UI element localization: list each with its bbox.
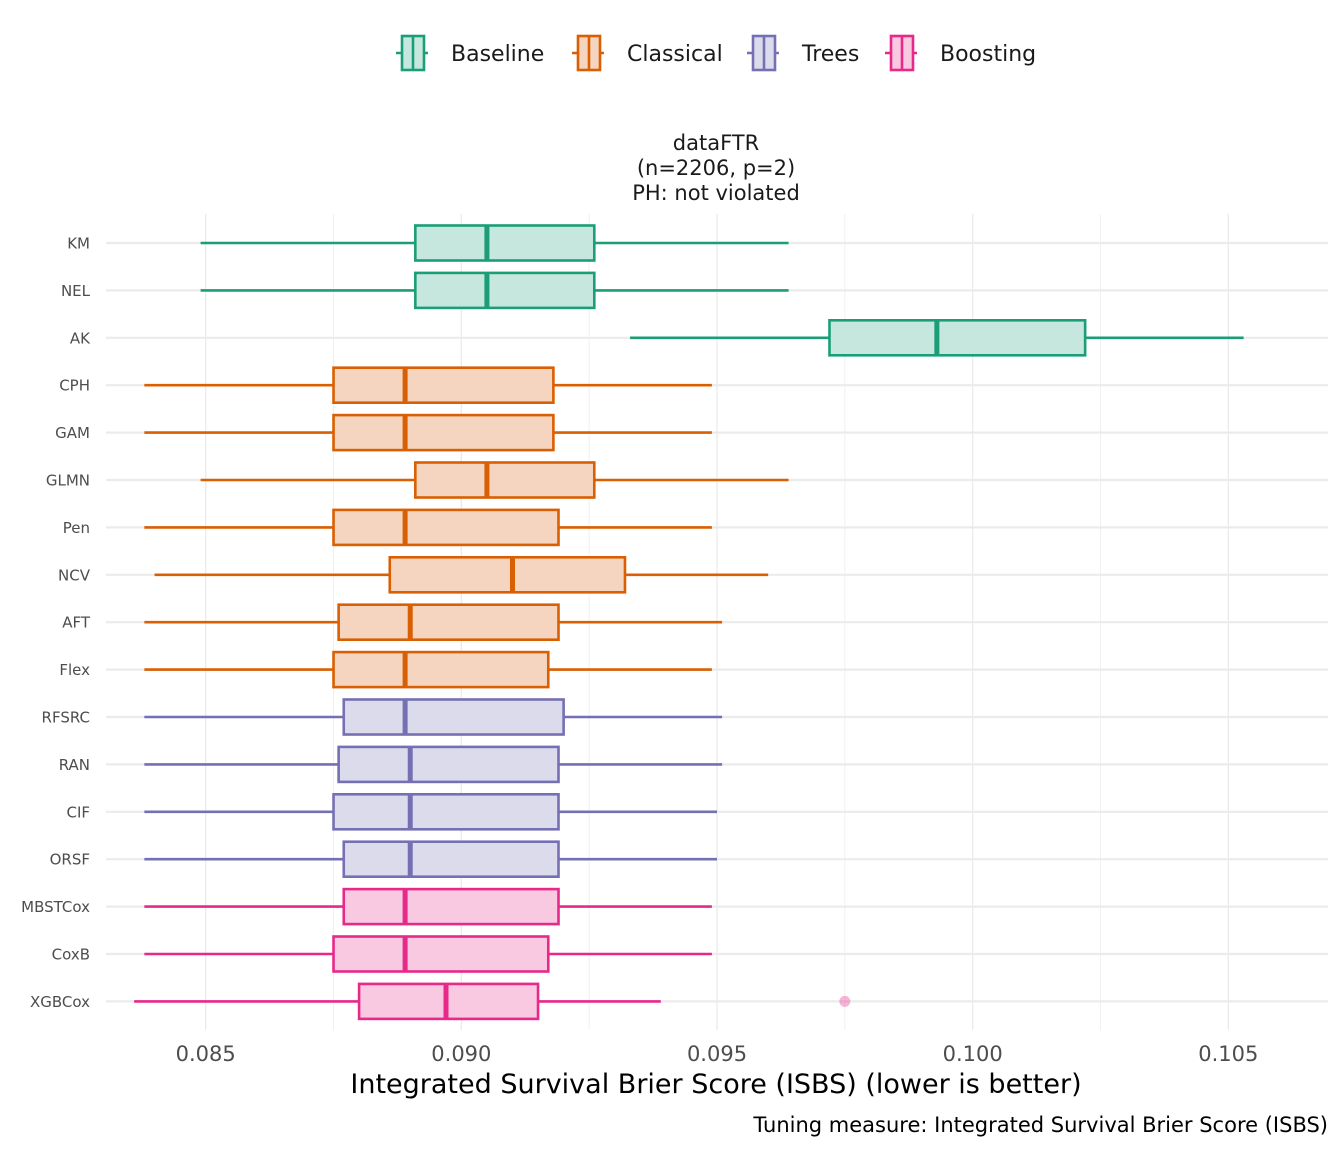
- box-series: [134, 224, 1244, 1021]
- box-ak: [630, 318, 1244, 357]
- box-aft: [144, 603, 723, 642]
- x-axis-labels: 0.085 0.090 0.095 0.100 0.105: [176, 1042, 1259, 1066]
- box-rfsrc: [144, 698, 723, 736]
- box-iqr: [332, 366, 555, 405]
- y-tick-label: NEL: [61, 282, 91, 300]
- y-tick-label: RFSRC: [42, 709, 90, 727]
- box-iqr: [332, 935, 550, 973]
- box-iqr: [414, 271, 596, 310]
- box-iqr: [342, 887, 560, 926]
- caption: Tuning measure: Integrated Survival Brie…: [752, 1113, 1328, 1137]
- box-cif: [144, 792, 717, 831]
- legend-key: [396, 34, 428, 72]
- box-iqr: [332, 413, 555, 452]
- outlier-point: [839, 995, 851, 1007]
- legend-item-boosting: Boosting: [885, 34, 1036, 72]
- legend: Baseline Classical Trees Boosting: [396, 34, 1036, 72]
- box-ran: [144, 745, 723, 784]
- box-iqr: [388, 555, 627, 594]
- box-iqr: [414, 461, 596, 499]
- box-flex: [144, 650, 712, 689]
- box-glmn: [200, 461, 789, 499]
- y-tick-label: CoxB: [52, 946, 90, 964]
- box-iqr: [337, 603, 560, 642]
- legend-label: Boosting: [940, 42, 1036, 67]
- box-iqr: [342, 840, 560, 879]
- y-axis-labels: KM NEL AK CPH GAM GLMN Pen NCV AFT Flex RFSRC RAN CI…: [21, 235, 91, 1011]
- y-tick-label: Pen: [63, 519, 90, 537]
- box-coxb: [144, 935, 712, 973]
- box-nel: [200, 271, 789, 310]
- box-iqr: [332, 508, 560, 547]
- box-iqr: [337, 745, 560, 784]
- x-tick-label: 0.085: [176, 1042, 236, 1066]
- y-tick-label: CIF: [66, 803, 90, 821]
- box-iqr: [332, 792, 560, 831]
- y-tick-label: AFT: [62, 614, 91, 632]
- x-axis-title: Integrated Survival Brier Score (ISBS) (…: [350, 1069, 1081, 1100]
- legend-key: [572, 34, 604, 72]
- y-tick-label: NCV: [58, 566, 91, 584]
- y-tick-label: GAM: [55, 424, 90, 442]
- y-tick-label: CPH: [59, 377, 90, 395]
- legend-item-baseline: Baseline: [396, 34, 544, 72]
- box-gam: [144, 413, 712, 452]
- box-iqr: [828, 318, 1087, 357]
- box-iqr: [342, 698, 565, 736]
- box-iqr: [332, 650, 550, 689]
- y-tick-label: GLMN: [46, 472, 90, 490]
- box-mbstcox: [144, 887, 712, 926]
- facet-title-line-3: PH: not violated: [632, 181, 800, 205]
- facet-title-line-2: (n=2206, p=2): [637, 156, 795, 180]
- y-tick-label: XGBCox: [30, 993, 90, 1011]
- box-ncv: [154, 555, 769, 594]
- legend-key: [747, 34, 779, 72]
- legend-label: Baseline: [451, 42, 544, 67]
- y-tick-label: MBSTCox: [21, 898, 90, 916]
- box-pen: [144, 508, 712, 547]
- x-tick-label: 0.105: [1198, 1042, 1258, 1066]
- box-orsf: [144, 840, 717, 879]
- facet-title-line-1: dataFTR: [673, 131, 759, 155]
- x-tick-label: 0.100: [943, 1042, 1003, 1066]
- box-cph: [144, 366, 712, 405]
- y-tick-label: Flex: [59, 661, 90, 679]
- box-km: [200, 224, 789, 262]
- legend-key: [885, 34, 917, 72]
- x-tick-label: 0.095: [687, 1042, 747, 1066]
- box-iqr: [414, 224, 596, 262]
- y-tick-label: RAN: [59, 756, 90, 774]
- legend-item-trees: Trees: [747, 34, 859, 72]
- legend-item-classical: Classical: [572, 34, 723, 72]
- y-tick-label: ORSF: [50, 851, 90, 869]
- y-tick-label: AK: [70, 329, 91, 347]
- box-iqr: [357, 982, 540, 1021]
- x-tick-label: 0.090: [431, 1042, 491, 1066]
- box-xgbcox: [134, 982, 851, 1021]
- y-tick-label: KM: [67, 235, 90, 253]
- legend-label: Classical: [627, 42, 723, 67]
- legend-label: Trees: [801, 42, 859, 67]
